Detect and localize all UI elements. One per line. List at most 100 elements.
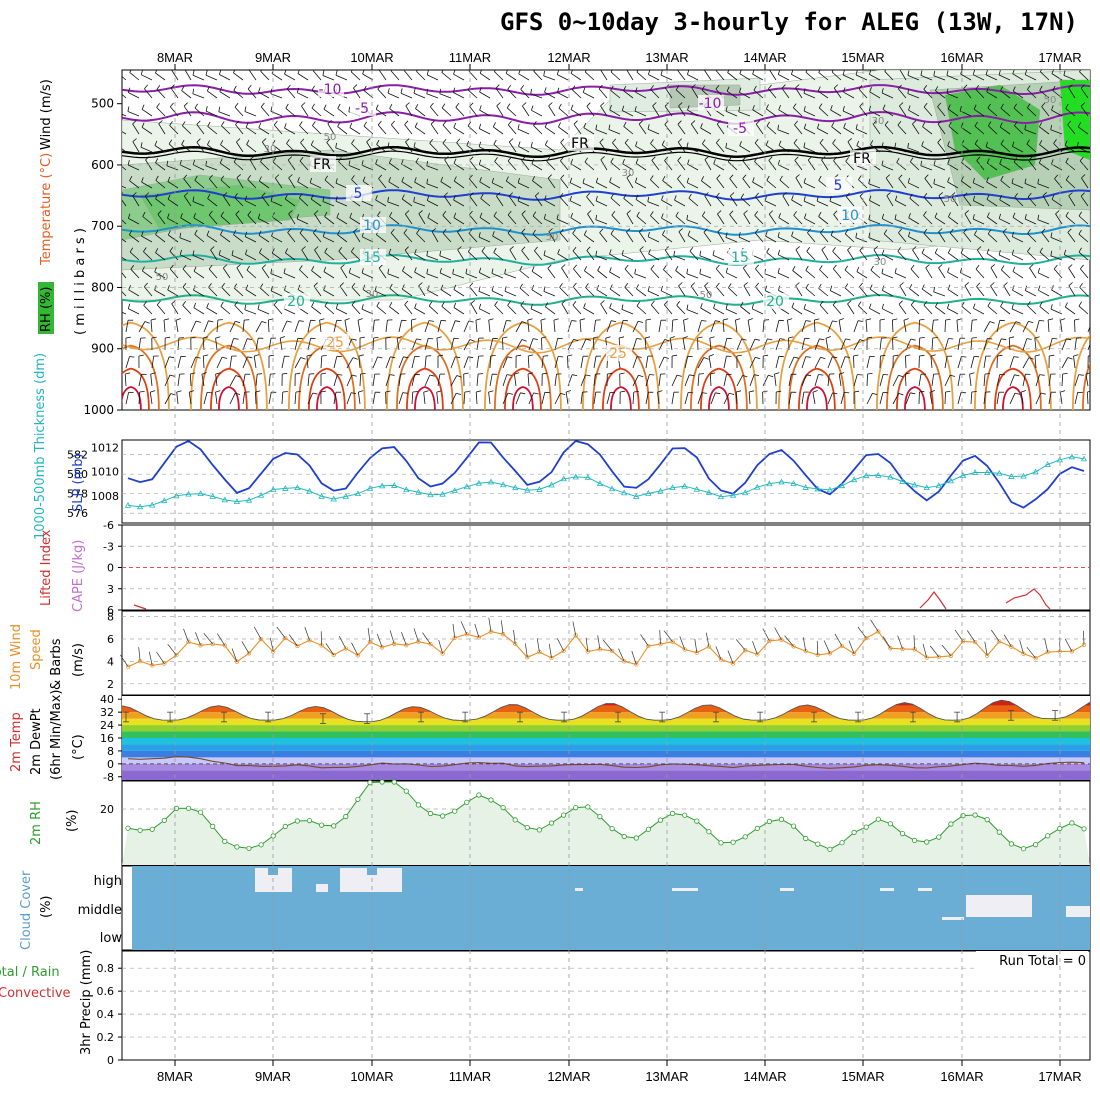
wind-barb	[838, 374, 842, 387]
wind-barb-flag	[268, 354, 274, 357]
wind-barb	[985, 74, 998, 81]
wind-barb-flag	[975, 264, 980, 270]
wind-barb	[1064, 144, 1076, 153]
wind-barb-flag	[948, 121, 952, 127]
wind-barb-flag	[373, 337, 379, 339]
warm-contour	[484, 321, 562, 410]
wind-barb	[755, 123, 764, 135]
temp-contour-label: 5	[834, 178, 843, 194]
temp-contour-label: FR	[853, 151, 871, 167]
wind-barb-flag	[740, 301, 744, 307]
wind-barb-flag	[624, 264, 629, 270]
wind-barb	[795, 177, 803, 189]
wind-barb	[376, 144, 387, 153]
precip-ytick-label: 0.4	[97, 1008, 115, 1021]
wind-barb-flag	[805, 265, 809, 271]
wind-barb-flag	[236, 138, 241, 143]
wind-barb-flag	[755, 192, 760, 197]
wind-barb-flag	[404, 246, 409, 251]
wind-barb	[479, 164, 491, 171]
wind-barb-flag	[725, 267, 728, 273]
wind-barb-flag	[129, 356, 135, 358]
wind-barb-flag	[1027, 229, 1031, 234]
thickness-marker	[378, 482, 386, 489]
wind-barb-flag	[324, 175, 329, 181]
wind-barb	[469, 196, 478, 207]
wind-barb-flag	[664, 339, 670, 342]
wind-barb	[896, 162, 907, 171]
wind-barb	[234, 305, 244, 315]
wind-barb	[948, 252, 959, 261]
wind-barb	[986, 253, 998, 261]
rh-contour-label: 50	[324, 132, 337, 143]
wind-barb-flag	[972, 177, 975, 183]
wind-barb	[129, 234, 140, 243]
wind-barb	[661, 217, 673, 225]
wind10-barb	[1026, 646, 1036, 659]
wind-barb	[1068, 195, 1076, 207]
wind-barb-flag	[351, 282, 356, 288]
wind-barb	[402, 270, 413, 279]
wind-barb-flag	[560, 156, 564, 161]
wind-barb-flag	[894, 142, 897, 148]
wind10-barb	[705, 632, 710, 647]
wind-barb-flag	[777, 267, 780, 274]
thickness-marker	[850, 476, 858, 483]
wind-barb-flag	[795, 84, 800, 89]
wind-barb-flag	[768, 156, 773, 161]
wind-barb	[1073, 356, 1076, 369]
wind-barb	[518, 182, 530, 189]
wind-barb-flag	[534, 246, 538, 251]
wind-barb	[340, 267, 348, 279]
wind-barb	[791, 74, 803, 81]
wind-barb-flag	[838, 318, 844, 321]
wind-barb	[1087, 325, 1090, 333]
wind-barb-flag	[531, 266, 535, 272]
rh2m-marker	[379, 779, 385, 785]
wind-barb	[242, 320, 245, 333]
wind-barb	[933, 164, 946, 171]
wind-barb-flag	[956, 318, 962, 321]
wind-barb-flag	[882, 104, 886, 110]
wind-barb	[439, 93, 452, 99]
wind-barb-flag	[270, 196, 273, 202]
wind-barb	[844, 287, 855, 297]
wind-barb	[678, 285, 686, 297]
wind-barb	[895, 200, 907, 207]
wind10-barb	[991, 629, 1000, 642]
temp-contour-label: 5	[354, 186, 363, 202]
wind-barb-flag	[452, 87, 456, 93]
wind-barb-flag	[844, 356, 850, 358]
wind-barb-flag	[453, 284, 457, 290]
wind-barb	[742, 267, 751, 279]
wind-barb	[196, 124, 205, 135]
wind-barb	[453, 180, 465, 189]
wind-barb-flag	[299, 265, 303, 270]
upper-air-panel	[122, 70, 1090, 410]
wind-barb-flag	[919, 354, 925, 357]
wind-barb	[803, 200, 816, 207]
contour-20	[122, 294, 1090, 306]
wind-barb	[426, 93, 439, 99]
wind10-barb	[217, 633, 226, 646]
wind-barb-flag	[366, 138, 371, 143]
wind-barb	[481, 250, 491, 261]
wind-barb-flag	[260, 157, 264, 162]
wind-barb	[638, 123, 647, 135]
wind-barb	[388, 253, 400, 261]
wind-barb	[344, 320, 348, 333]
wind-barb	[879, 374, 884, 387]
wind-barb-flag	[636, 338, 642, 340]
wind-barb-flag	[508, 192, 513, 197]
wind-barb	[307, 320, 311, 333]
wind-barb	[1022, 357, 1030, 369]
wind-barb	[189, 373, 192, 387]
wind-barb	[801, 392, 805, 405]
wind-barb	[170, 87, 179, 99]
wind-barb	[132, 195, 140, 207]
wind-barb-flag	[751, 303, 754, 309]
wind-barb-flag	[974, 121, 978, 127]
wind-barb	[518, 145, 530, 153]
wind-barb-flag	[428, 338, 434, 340]
date-label-bottom: 15MAR	[841, 1069, 884, 1084]
